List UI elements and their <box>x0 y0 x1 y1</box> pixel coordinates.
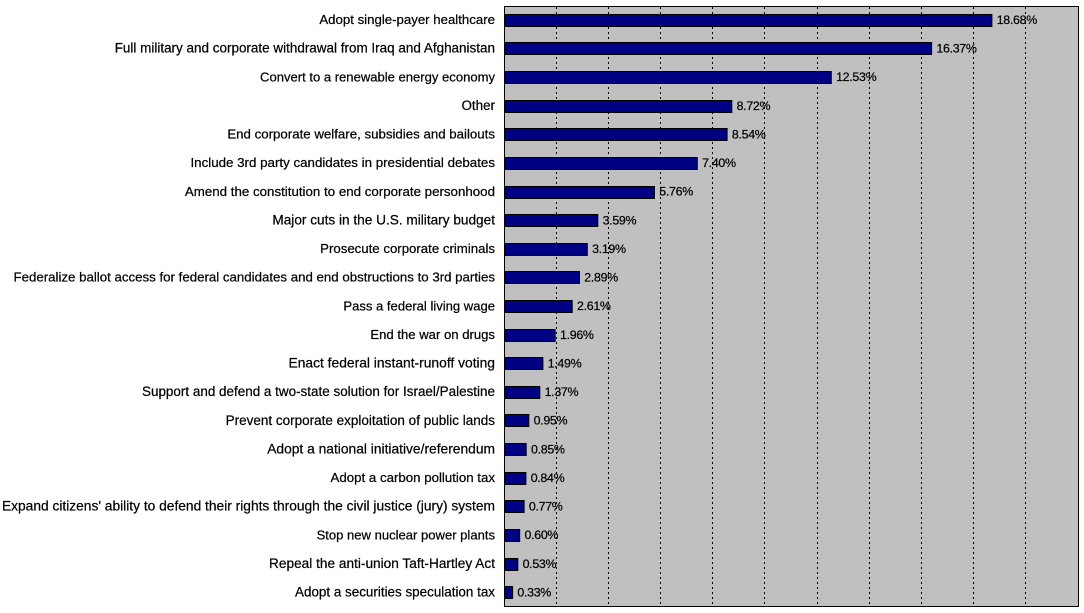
svg-text:Full military and corporate wi: Full military and corporate withdrawal f… <box>115 41 495 56</box>
svg-text:Stop new nuclear power plants: Stop new nuclear power plants <box>317 527 496 542</box>
svg-text:1.49%: 1.49% <box>548 356 582 370</box>
svg-text:Enact federal instant-runoff v: Enact federal instant-runoff voting <box>288 355 495 371</box>
svg-text:Adopt a carbon pollution tax: Adopt a carbon pollution tax <box>331 470 496 485</box>
svg-text:0.60%: 0.60% <box>525 528 559 542</box>
svg-text:End the war on drugs: End the war on drugs <box>370 327 495 342</box>
svg-text:7.40%: 7.40% <box>702 156 736 170</box>
svg-text:12.53%: 12.53% <box>836 70 877 84</box>
svg-text:Adopt single-payer healthcare: Adopt single-payer healthcare <box>319 12 495 27</box>
svg-text:8.54%: 8.54% <box>732 128 766 142</box>
svg-text:8.72%: 8.72% <box>737 99 771 113</box>
svg-text:Support and defend a two-state: Support and defend a two-state solution … <box>142 384 495 399</box>
svg-text:Prevent corporate exploitation: Prevent corporate exploitation of public… <box>226 413 496 428</box>
svg-text:Major cuts in the U.S. militar: Major cuts in the U.S. military budget <box>272 212 495 227</box>
svg-text:Pass a federal living wage: Pass a federal living wage <box>343 298 495 313</box>
svg-text:3.59%: 3.59% <box>603 213 637 227</box>
svg-text:0.33%: 0.33% <box>517 585 551 599</box>
svg-text:Expand citizens' ability to de: Expand citizens' ability to defend their… <box>2 499 495 514</box>
svg-text:1.96%: 1.96% <box>560 328 594 342</box>
svg-text:Convert to a renewable energy: Convert to a renewable energy economy <box>260 69 495 84</box>
svg-text:0.85%: 0.85% <box>531 442 565 456</box>
svg-text:Amend the constitution to end: Amend the constitution to end corporate … <box>185 184 495 199</box>
svg-text:18.68%: 18.68% <box>997 13 1038 27</box>
svg-text:Include 3rd party candidates i: Include 3rd party candidates in presiden… <box>190 155 495 170</box>
svg-text:Federalize ballot access for f: Federalize ballot access for federal can… <box>13 270 495 285</box>
svg-text:Other: Other <box>462 98 496 113</box>
svg-text:0.95%: 0.95% <box>534 414 568 428</box>
svg-text:2.89%: 2.89% <box>584 271 618 285</box>
svg-text:16.37%: 16.37% <box>936 42 977 56</box>
svg-text:Repeal the anti-union Taft-Har: Repeal the anti-union Taft-Hartley Act <box>269 556 495 571</box>
svg-text:5.76%: 5.76% <box>659 185 693 199</box>
svg-text:2.61%: 2.61% <box>577 299 611 313</box>
svg-text:Prosecute corporate criminals: Prosecute corporate criminals <box>320 241 495 256</box>
svg-text:0.84%: 0.84% <box>531 471 565 485</box>
svg-text:0.53%: 0.53% <box>523 557 557 571</box>
svg-text:End corporate welfare, subsidi: End corporate welfare, subsidies and bai… <box>227 127 495 142</box>
svg-text:Adopt a national initiative/re: Adopt a national initiative/referendum <box>267 440 495 456</box>
svg-text:0.77%: 0.77% <box>529 500 563 514</box>
svg-text:Adopt a securities speculation: Adopt a securities speculation tax <box>295 585 495 600</box>
svg-text:1.37%: 1.37% <box>545 385 579 399</box>
svg-text:3.19%: 3.19% <box>592 242 626 256</box>
